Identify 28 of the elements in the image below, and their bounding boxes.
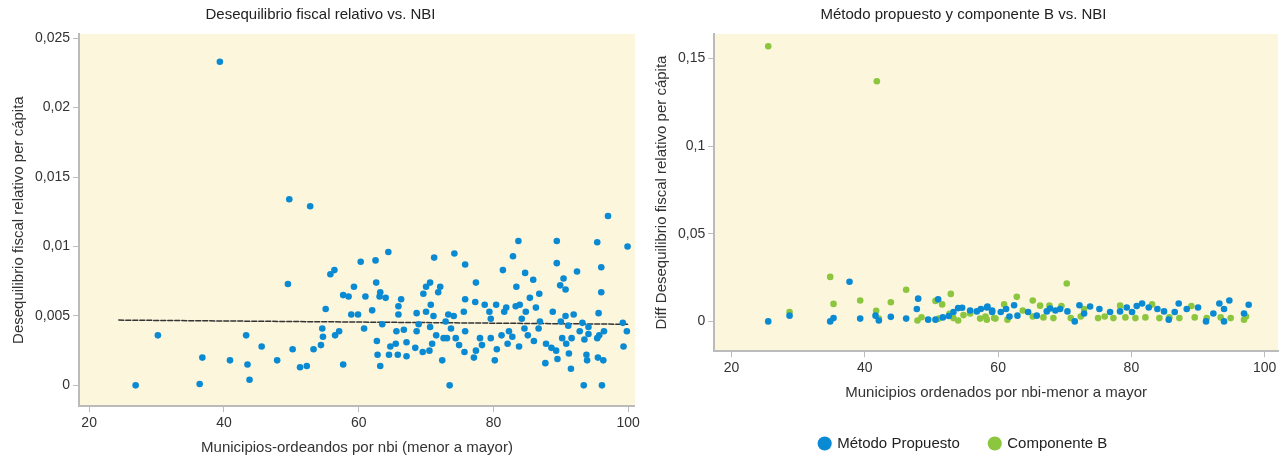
x-tick-label: 60: [990, 359, 1007, 376]
x-tick-label: 40: [857, 359, 873, 376]
y-tick-label: 0,02: [42, 98, 71, 115]
x-axis-title: Municipios ordenados por nbi-menor a mayor: [845, 383, 1148, 401]
y-tick-label: 0,15: [678, 49, 706, 66]
y-tick-label: 0,05: [678, 224, 706, 241]
x-tick-label: 80: [1123, 359, 1140, 376]
x-tick-label: 40: [216, 414, 232, 431]
x-tick-label: 60: [350, 414, 367, 431]
y-axis-title: Diff Desequilibrio fiscal relativo per cápita: [652, 54, 670, 330]
y-tick-label: 0,1: [685, 137, 706, 154]
y-tick-label: 0,025: [34, 29, 71, 46]
y-tick-label: 0,005: [34, 306, 71, 323]
x-tick-label: 80: [485, 414, 502, 431]
legend-label: Componente B: [1007, 433, 1108, 451]
y-tick-label: 0: [62, 376, 71, 393]
x-tick-label: 100: [616, 414, 641, 431]
chart-title: Método propuesto y componente B vs. NBI: [820, 5, 1107, 23]
y-tick-label: 0: [697, 312, 706, 329]
legend-label: Método Propuesto: [837, 433, 960, 451]
x-tick-label: 100: [1252, 359, 1277, 376]
chart-title: Desequilibrio fiscal relativo vs. NBI: [205, 5, 436, 23]
x-tick-label: 20: [723, 359, 740, 376]
x-tick-label: 20: [81, 414, 98, 431]
y-tick-label: 0,015: [34, 167, 71, 184]
y-axis-title: Desequilibrio fiscal relativo per cápita: [9, 95, 27, 344]
x-axis-title: Municipios-ordeandos por nbi (menor a mayor): [201, 438, 513, 456]
y-tick-label: 0,01: [42, 237, 71, 254]
